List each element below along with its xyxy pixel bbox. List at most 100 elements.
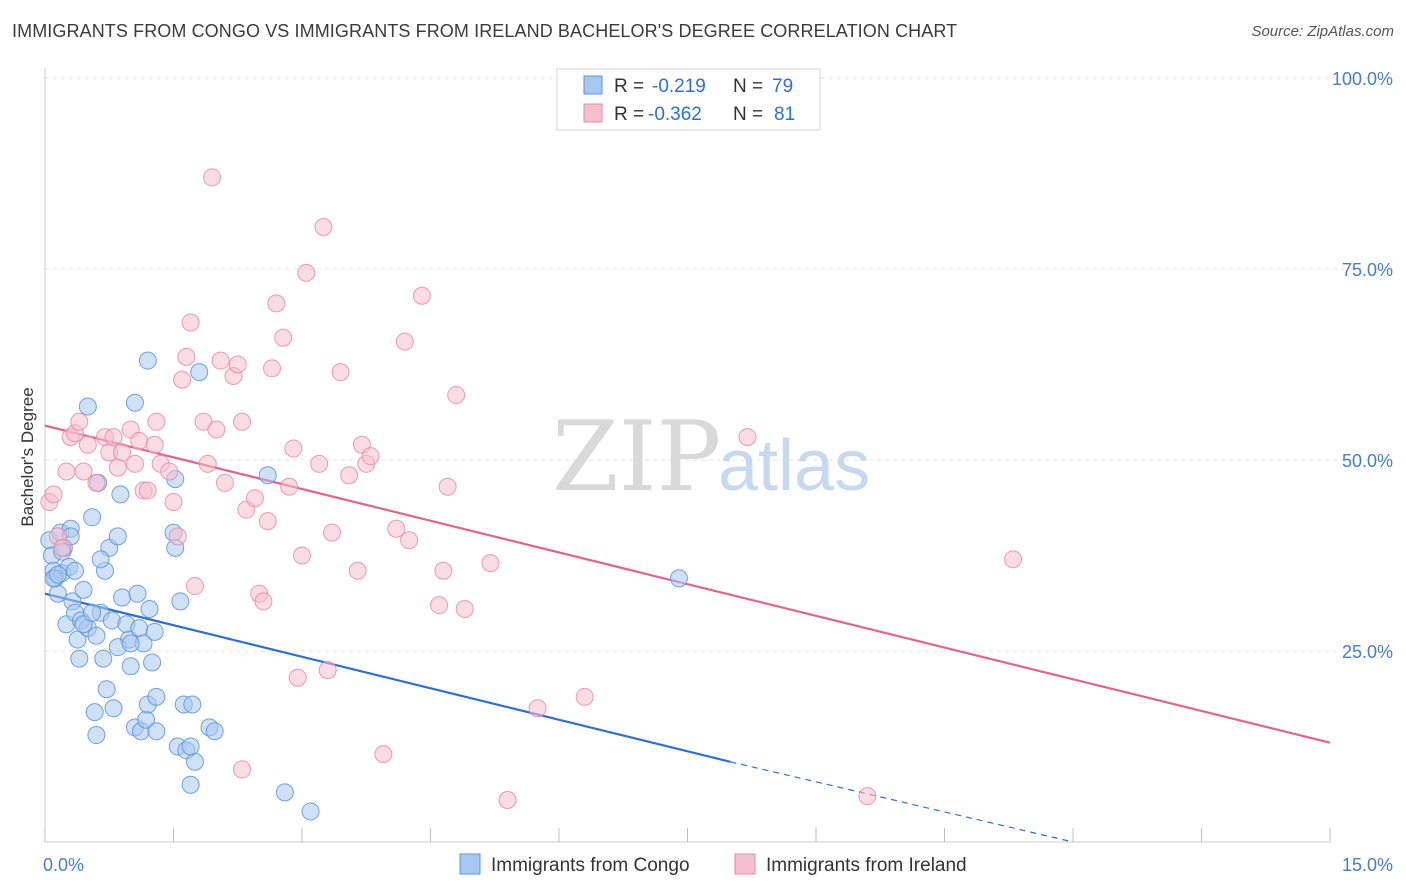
data-point-ireland <box>173 370 192 389</box>
data-point-congo <box>113 588 132 607</box>
trend-line-congo-extension <box>730 761 1074 843</box>
data-point-ireland <box>254 592 273 611</box>
data-point-ireland <box>310 454 329 473</box>
data-point-ireland <box>245 489 264 508</box>
data-point-ireland <box>215 473 234 492</box>
bottom-legend-swatch-ireland <box>734 853 756 875</box>
legend-bottom: Immigrants from Congo Immigrants from Ir… <box>459 853 967 876</box>
data-point-ireland <box>207 420 226 439</box>
y-tick-label: 50.0% <box>1342 451 1393 471</box>
legend-r-label-ireland: R = <box>614 104 644 125</box>
y-tick-label: 25.0% <box>1342 642 1393 662</box>
data-point-ireland <box>318 661 337 680</box>
data-point-ireland <box>70 412 89 431</box>
data-point-ireland <box>293 546 311 565</box>
series-congo-points <box>40 351 688 821</box>
data-point-congo <box>85 703 104 722</box>
data-point-ireland <box>331 363 350 382</box>
data-point-congo <box>301 802 320 821</box>
grid-lines <box>45 77 1392 652</box>
data-point-ireland <box>181 313 200 332</box>
data-point-ireland <box>53 538 72 557</box>
data-point-ireland <box>455 599 474 618</box>
data-point-ireland <box>447 386 466 405</box>
data-point-ireland <box>348 561 367 580</box>
legend-n-label-congo: N = <box>733 76 763 97</box>
data-point-congo <box>145 622 164 641</box>
data-point-ireland <box>288 668 307 687</box>
data-point-ireland <box>233 760 252 779</box>
data-point-congo <box>97 680 116 699</box>
data-point-ireland <box>314 217 333 236</box>
data-point-ireland <box>168 527 187 546</box>
data-point-congo <box>65 561 84 580</box>
data-point-congo <box>258 466 277 485</box>
legend-r-value-ireland: -0.362 <box>648 104 702 125</box>
data-point-ireland <box>57 462 76 481</box>
data-point-ireland <box>438 477 457 496</box>
y-tick-label: 100.0% <box>1332 69 1393 89</box>
data-point-ireland <box>130 431 149 450</box>
legend-top: R = -0.219 N = 79 R = -0.362 N = 81 <box>556 68 821 131</box>
data-point-ireland <box>387 519 406 538</box>
watermark-zip: ZIP <box>552 401 721 513</box>
legend-r-value-congo: -0.219 <box>652 76 706 97</box>
data-point-ireland <box>274 328 293 347</box>
trend-line-ireland <box>44 424 1331 744</box>
bottom-legend-label-ireland: Immigrants from Ireland <box>766 855 967 876</box>
data-point-congo <box>147 687 166 706</box>
data-point-ireland <box>284 439 303 458</box>
data-point-congo <box>87 726 106 745</box>
data-point-ireland <box>164 493 183 512</box>
data-point-ireland <box>528 699 547 718</box>
series-ireland-points <box>40 168 1023 809</box>
y-axis-label: Bachelor's Degree <box>18 387 37 526</box>
data-point-congo <box>190 363 209 382</box>
data-point-ireland <box>233 412 252 431</box>
y-tick-label: 75.0% <box>1342 260 1393 280</box>
data-point-ireland <box>104 428 123 447</box>
data-point-ireland <box>297 263 316 282</box>
data-point-congo <box>83 603 102 622</box>
data-point-congo <box>91 550 110 569</box>
data-point-congo <box>171 592 190 611</box>
data-point-congo <box>185 752 204 771</box>
data-point-ireland <box>374 745 393 764</box>
data-point-ireland <box>113 443 132 462</box>
bottom-legend-label-congo: Immigrants from Congo <box>491 855 690 876</box>
data-point-congo <box>181 737 200 756</box>
data-point-congo <box>181 775 200 794</box>
data-point-ireland <box>361 447 380 466</box>
data-point-ireland <box>263 359 282 378</box>
data-point-ireland <box>74 462 93 481</box>
data-point-ireland <box>138 481 157 500</box>
trend-line-congo <box>44 592 731 763</box>
data-point-congo <box>121 657 140 676</box>
data-point-ireland <box>280 477 299 496</box>
trend-lines <box>44 424 1331 843</box>
watermark: ZIP atlas <box>552 401 870 513</box>
data-point-ireland <box>340 466 359 485</box>
x-tick-labels: 0.0% 15.0% <box>43 855 1393 875</box>
data-point-congo <box>104 699 123 718</box>
data-point-congo <box>74 580 93 599</box>
data-point-congo <box>669 569 688 588</box>
data-point-ireland <box>211 351 230 370</box>
data-point-ireland <box>267 294 286 313</box>
data-point-congo <box>128 584 147 603</box>
data-point-ireland <box>177 347 196 366</box>
legend-n-value-ireland: 81 <box>774 104 795 125</box>
data-point-ireland <box>575 687 594 706</box>
x-tick-label-min: 0.0% <box>43 855 84 875</box>
data-point-ireland <box>738 428 757 447</box>
data-point-ireland <box>498 790 517 809</box>
data-point-congo <box>125 393 144 412</box>
data-point-ireland <box>258 512 277 531</box>
data-point-ireland <box>78 435 97 454</box>
data-point-congo <box>111 485 130 504</box>
data-point-ireland <box>44 485 63 504</box>
data-point-congo <box>48 565 67 584</box>
data-point-ireland <box>198 454 217 473</box>
data-point-ireland <box>185 577 204 596</box>
axes <box>44 68 1331 843</box>
